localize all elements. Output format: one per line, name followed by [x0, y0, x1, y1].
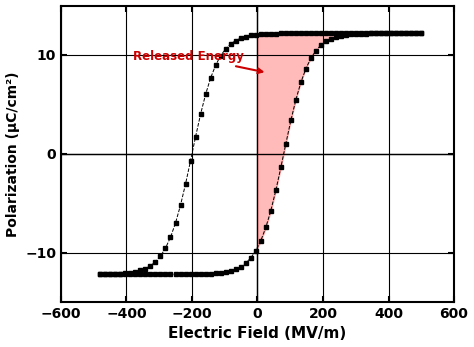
Text: Released Energy: Released Energy	[133, 50, 262, 73]
X-axis label: Electric Field (MV/m): Electric Field (MV/m)	[168, 327, 346, 341]
Y-axis label: Polarization (μC/cm²): Polarization (μC/cm²)	[6, 71, 19, 237]
